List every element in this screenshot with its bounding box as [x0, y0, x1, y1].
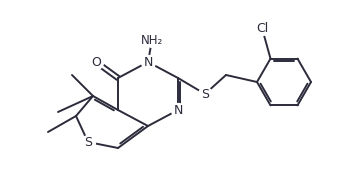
Text: Cl: Cl	[256, 22, 268, 34]
Text: NH₂: NH₂	[141, 33, 163, 46]
Text: O: O	[91, 55, 101, 68]
Text: S: S	[201, 87, 209, 100]
Text: N: N	[173, 103, 183, 116]
Text: N: N	[143, 55, 153, 68]
Text: S: S	[84, 135, 92, 148]
